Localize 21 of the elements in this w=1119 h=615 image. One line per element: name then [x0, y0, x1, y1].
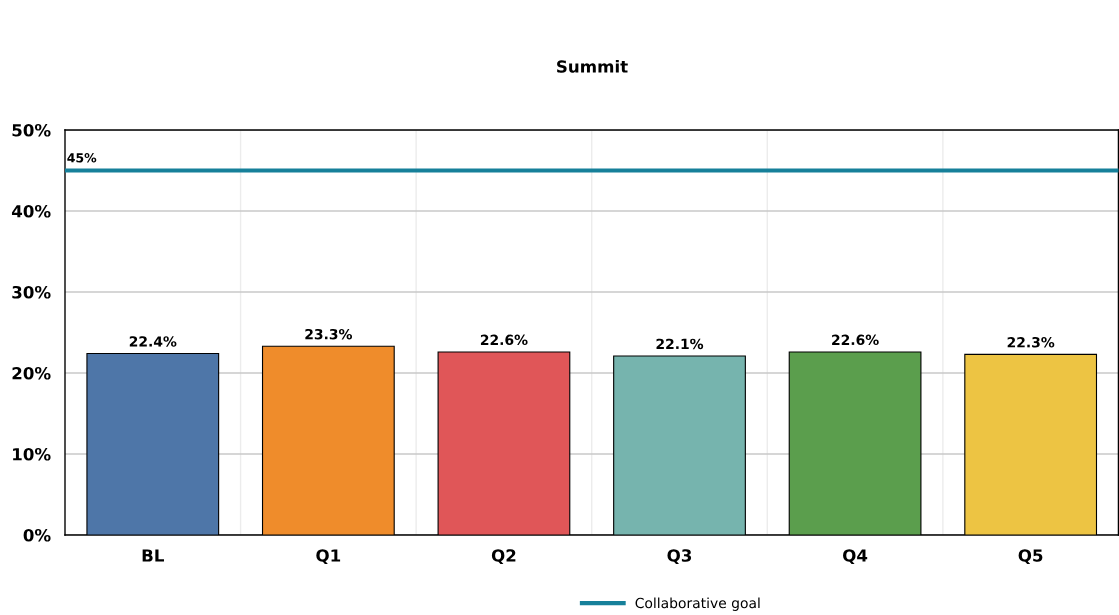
- x-tick-label: Q1: [316, 549, 341, 564]
- annotation: 45%: [67, 153, 97, 163]
- y-tick-label: 50%: [12, 123, 51, 137]
- data-label: 22.6%: [832, 334, 879, 346]
- x-tick-label: Q4: [843, 549, 868, 564]
- x-tick-label: Q3: [667, 549, 692, 564]
- y-tick-label: 30%: [12, 285, 51, 299]
- y-tick-label: 0%: [23, 528, 51, 542]
- legend-label: Collaborative goal: [635, 597, 760, 611]
- x-tick-label: Q5: [1018, 549, 1043, 564]
- y-tick-label: 40%: [11, 204, 51, 218]
- data-label: 22.3%: [1007, 337, 1055, 348]
- data-label: 22.6%: [480, 334, 528, 346]
- data-label: 22.1%: [656, 338, 704, 350]
- y-tick-label: 10%: [13, 447, 51, 461]
- data-label: 23.3%: [305, 328, 353, 340]
- chart-title: Summit: [557, 59, 628, 73]
- x-tick-label: BL: [142, 549, 164, 562]
- x-tick-label: Q2: [491, 549, 516, 564]
- data-label: 22.4%: [129, 336, 177, 347]
- y-tick-label: 20%: [12, 366, 51, 380]
